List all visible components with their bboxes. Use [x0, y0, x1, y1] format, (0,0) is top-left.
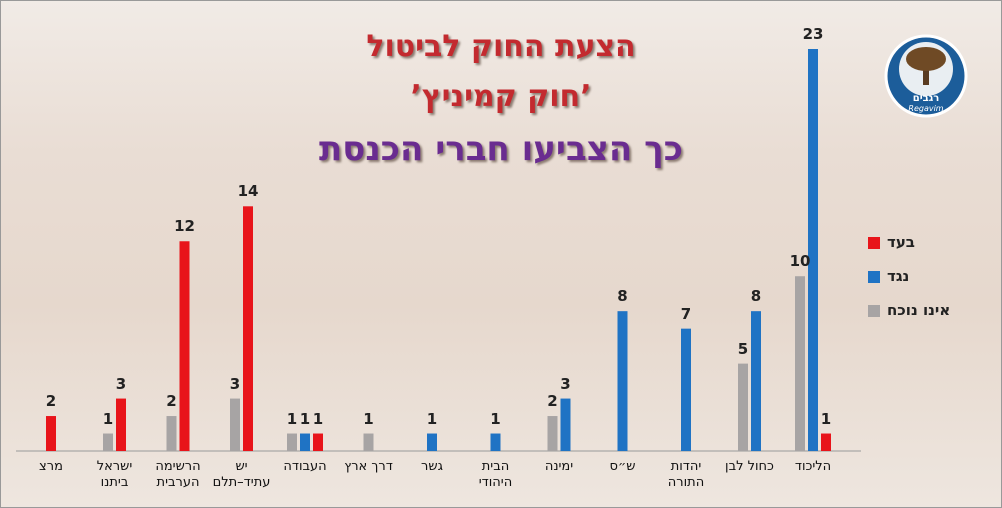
data-label: 5 [737, 339, 749, 358]
bar [46, 416, 56, 451]
data-label: 1 [312, 409, 324, 428]
legend-swatch [868, 271, 880, 283]
x-tick-label: גשר [421, 459, 443, 474]
data-label: 2 [166, 392, 177, 411]
data-label: 1 [299, 409, 311, 428]
x-tick-label: מרצ [39, 459, 63, 474]
logo-tree [906, 47, 946, 71]
bar [560, 398, 571, 451]
data-label: 1 [490, 409, 501, 428]
x-tick-label: יש עתיד–תלם [212, 459, 271, 490]
bar [617, 311, 628, 451]
data-label: 23 [802, 25, 824, 43]
data-label: 1 [426, 409, 438, 428]
bar [166, 416, 177, 451]
x-tick-label: יהדות התורה [667, 459, 705, 490]
data-label: 3 [115, 374, 127, 393]
legend-swatch [868, 305, 880, 317]
chart-title: הצעת החוק לביטול [366, 29, 636, 64]
bar [795, 276, 805, 451]
bar [103, 433, 113, 451]
x-tick-label: כחול לבן [725, 459, 774, 474]
data-label: 1 [102, 409, 114, 428]
data-label: 2 [547, 392, 558, 411]
x-tick-label: הבית היהודי [478, 459, 513, 490]
bar [287, 433, 297, 451]
legend-label: נגד [887, 267, 910, 285]
data-label: 14 [237, 182, 259, 201]
data-label: 1 [820, 409, 832, 428]
data-label: 7 [680, 304, 692, 323]
x-tick-label: ימינה [544, 459, 574, 474]
chart-heading: כך הצביעו חברי הכנסת [319, 129, 683, 169]
x-tick-label: הרשימה הערבית [155, 459, 201, 490]
bar [179, 241, 190, 451]
bar [547, 416, 558, 451]
bar [821, 433, 831, 451]
bar [243, 206, 253, 451]
data-label: 1 [286, 409, 298, 428]
x-tick-label: דרך ארץ [344, 459, 393, 474]
legend-swatch [868, 237, 880, 249]
data-label: 3 [560, 374, 571, 393]
bar [681, 328, 691, 451]
x-tick-label: ש״ס [609, 459, 636, 474]
x-tick-label: הליכוד [794, 459, 832, 474]
data-label: 3 [229, 374, 241, 393]
data-label: 10 [789, 252, 811, 271]
data-label: 1 [363, 409, 374, 428]
legend-label: בעד [887, 233, 915, 251]
logo-trunk [923, 63, 929, 85]
bar [751, 311, 761, 451]
data-label: 12 [174, 217, 195, 236]
x-tick-label: העבודה [283, 459, 327, 474]
chart-subtitle: ’חוק קמיניץ’ [410, 79, 592, 114]
bar [300, 433, 310, 451]
bar [808, 49, 818, 451]
data-label: 8 [750, 287, 762, 306]
data-label: 8 [617, 287, 628, 306]
data-label: 2 [45, 392, 57, 411]
bar [313, 433, 323, 451]
bar [490, 433, 501, 451]
bar [363, 433, 374, 451]
bar [427, 433, 437, 451]
legend-label: אינו נוכח [887, 301, 951, 319]
bar [116, 398, 126, 451]
bar [230, 398, 240, 451]
logo-hebrew: רגבים [913, 93, 940, 104]
logo-latin: Regavim [908, 104, 943, 113]
bar [738, 363, 748, 451]
x-tick-label: ישראל ביתנו [96, 459, 133, 490]
